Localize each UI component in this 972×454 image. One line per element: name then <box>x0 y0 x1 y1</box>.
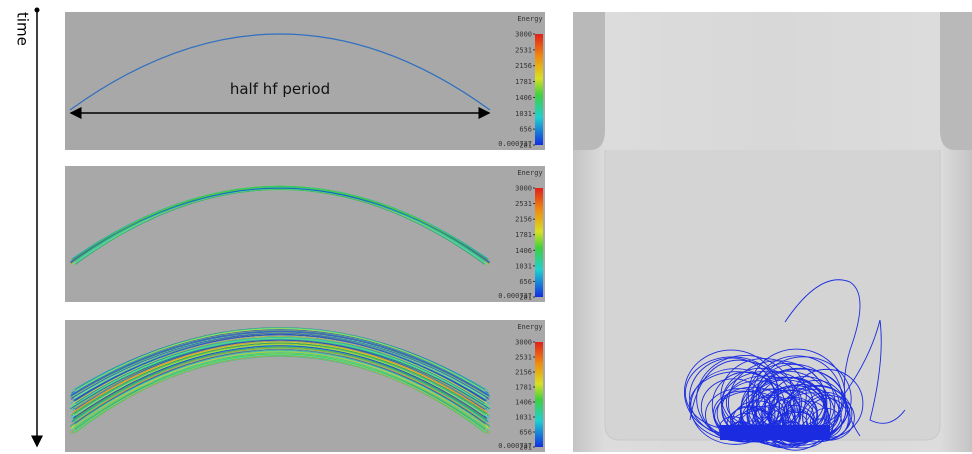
colorbar-label: 2156 <box>515 369 532 377</box>
colorbar <box>535 188 543 297</box>
colorbar <box>535 342 543 447</box>
colorbar-title: Energy <box>517 169 542 177</box>
colorbar-label: 2156 <box>515 62 532 70</box>
colorbar-label: 1031 <box>515 110 532 118</box>
colorbar-label: 1781 <box>515 231 532 239</box>
panel: Energy3000253121561781140610316562810.00… <box>65 166 545 302</box>
time-label: time <box>14 12 32 46</box>
colorbar-label: 656 <box>519 429 532 437</box>
colorbar <box>535 34 543 145</box>
colorbar-label: 0.000737 <box>498 140 532 148</box>
figure: time half hf period Energy 3000 2531 2156 178… <box>0 0 972 454</box>
colorbar-title: Energy <box>517 15 542 23</box>
colorbar-label: 2531 <box>515 200 532 208</box>
colorbar-label: 1406 <box>515 94 532 102</box>
colorbar-label: 1406 <box>515 247 532 255</box>
colorbar-label: 1781 <box>515 384 532 392</box>
colorbar-label: 1031 <box>515 414 532 422</box>
colorbar-label: 656 <box>519 278 532 286</box>
colorbar-label: 3000 <box>515 185 532 193</box>
colorbar-label: 2531 <box>515 46 532 54</box>
colorbar-label: 0.000737 <box>498 292 532 300</box>
colorbar-label: 0.000737 <box>498 442 532 450</box>
colorbar-label: 2531 <box>515 354 532 362</box>
colorbar-label: 1031 <box>515 262 532 270</box>
render-view <box>573 12 972 452</box>
colorbar-label: 2156 <box>515 216 532 224</box>
colorbar-title: Energy <box>517 323 542 331</box>
particle-cluster <box>720 425 830 440</box>
panel: Energy3000253121561781140610316562810.00… <box>65 320 545 452</box>
colorbar-label: 1781 <box>515 78 532 86</box>
panel: half hf period Energy 3000 2531 2156 1781 1406… <box>65 12 545 150</box>
colorbar-label: 3000 <box>515 31 532 39</box>
colorbar-label: 656 <box>519 126 532 134</box>
period-label: half hf period <box>230 80 330 98</box>
colorbar-label: 1406 <box>515 399 532 407</box>
panel-background <box>65 166 545 302</box>
colorbar-label: 3000 <box>515 339 532 347</box>
